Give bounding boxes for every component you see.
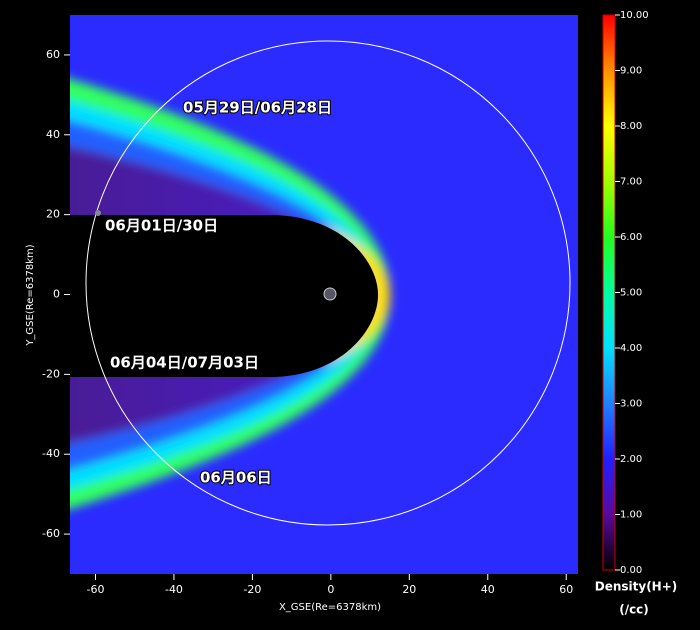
y-tick-label: -40 <box>42 447 60 460</box>
y-tick-label: 0 <box>53 288 60 301</box>
x-tick-label: -40 <box>165 583 183 596</box>
colorbar-tick-label: 7.00 <box>620 177 642 188</box>
satellite <box>95 210 101 216</box>
annotation: 06月04日/07月03日 <box>110 354 259 372</box>
x-tick-label: -60 <box>87 583 105 596</box>
y-tick-label: 20 <box>46 208 60 221</box>
colorbar-tick-label: 6.00 <box>620 232 642 243</box>
x-tick-label: 0 <box>327 583 334 596</box>
colorbar-tick-label: 1.00 <box>620 510 642 521</box>
x-tick-label: 20 <box>402 583 416 596</box>
x-tick-label: -20 <box>243 583 261 596</box>
colorbar <box>602 14 616 571</box>
colorbar-label: Density(H+) <box>595 580 678 594</box>
annotation: 06月01日/30日 <box>105 217 218 235</box>
x-tick-label: 60 <box>559 583 573 596</box>
annotation: 06月06日 <box>200 469 272 487</box>
colorbar-unit: (/cc) <box>619 603 649 617</box>
x-axis-label: X_GSE(Re=6378km) <box>279 602 381 613</box>
colorbar-tick-label: 3.00 <box>620 399 642 410</box>
y-tick-label: -60 <box>42 527 60 540</box>
colorbar-tick-label: 2.00 <box>620 454 642 465</box>
y-tick-label: 60 <box>46 48 60 61</box>
colorbar-tick-label: 0.00 <box>620 565 642 576</box>
magnetosphere <box>70 215 378 377</box>
colorbar-tick-label: 4.00 <box>620 343 642 354</box>
x-tick-label: 40 <box>481 583 495 596</box>
y-tick-label: 40 <box>46 128 60 141</box>
y-axis-label: Y_GSE(Re=6378km) <box>25 244 36 346</box>
plot-area <box>70 15 578 574</box>
y-tick-label: -20 <box>42 367 60 380</box>
orbit <box>85 40 571 526</box>
earth <box>323 287 337 301</box>
colorbar-tick-label: 8.00 <box>620 121 642 132</box>
annotation: 05月29日/06月28日 <box>183 99 332 117</box>
colorbar-tick-label: 9.00 <box>620 66 642 77</box>
colorbar-tick-label: 5.00 <box>620 288 642 299</box>
colorbar-tick-label: 10.00 <box>620 10 649 21</box>
